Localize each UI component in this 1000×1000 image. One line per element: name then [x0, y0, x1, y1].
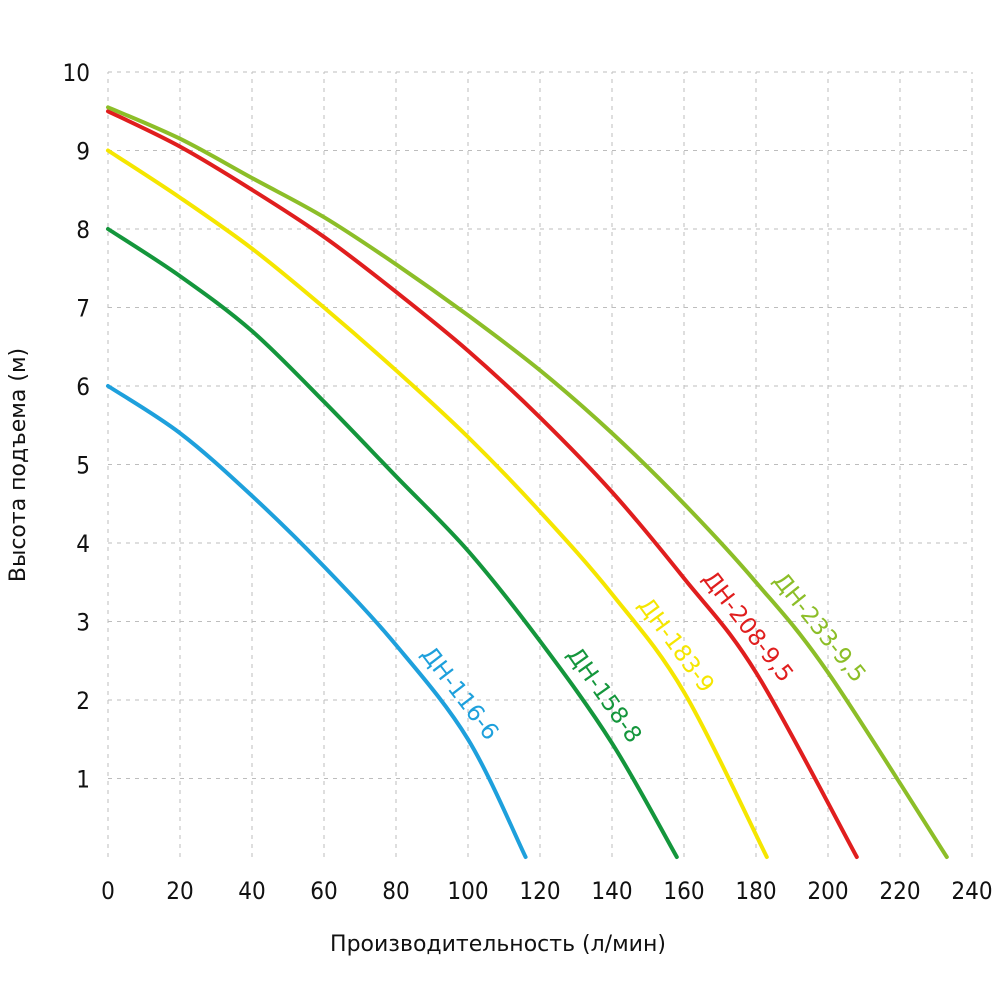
- x-tick-label: 80: [382, 877, 409, 905]
- series-line: [106, 148, 769, 859]
- series-line: [106, 105, 949, 859]
- series-line: [106, 109, 859, 859]
- y-tick-label: 4: [76, 530, 90, 558]
- x-tick-label: 0: [101, 877, 115, 905]
- series-line: [106, 227, 679, 859]
- x-tick-label: 160: [663, 877, 704, 905]
- y-axis-title: Высота подъема (м): [6, 348, 31, 582]
- y-tick-label: 1: [76, 766, 90, 794]
- grid: [107, 71, 973, 857]
- x-tick-label: 180: [735, 877, 776, 905]
- y-tick-label: 5: [76, 452, 90, 480]
- y-tick-label: 7: [76, 295, 90, 323]
- x-axis-title: Производительность (л/мин): [330, 932, 666, 957]
- series-label: ДН-116-6: [416, 642, 504, 746]
- x-tick-label: 40: [238, 877, 265, 905]
- x-tick-label: 60: [310, 877, 337, 905]
- x-tick-label: 220: [879, 877, 920, 905]
- series-line: [106, 384, 528, 859]
- y-tick-label: 3: [76, 609, 90, 637]
- x-tick-label: 100: [447, 877, 488, 905]
- x-tick-label: 200: [807, 877, 848, 905]
- x-tick-label: 140: [591, 877, 632, 905]
- y-tick-label: 9: [76, 138, 90, 166]
- x-axis-ticks: 0 20 40 60 80 100 120 140 160 180 200 220 240: [101, 877, 992, 905]
- x-tick-label: 120: [519, 877, 560, 905]
- y-tick-label: 6: [76, 373, 90, 401]
- x-tick-label: 20: [166, 877, 193, 905]
- y-tick-label: 8: [76, 216, 90, 244]
- y-tick-label: 2: [76, 687, 90, 715]
- x-tick-label: 240: [951, 877, 992, 905]
- y-axis-ticks: 1 2 3 4 5 6 7 8 9 10: [63, 59, 90, 794]
- y-tick-label: 10: [63, 59, 90, 87]
- series-labels: ДН-116-6 ДН-158-8ДН-183-9ДН-208-9,5ДН-233…: [416, 566, 871, 748]
- series-curves: [106, 105, 949, 859]
